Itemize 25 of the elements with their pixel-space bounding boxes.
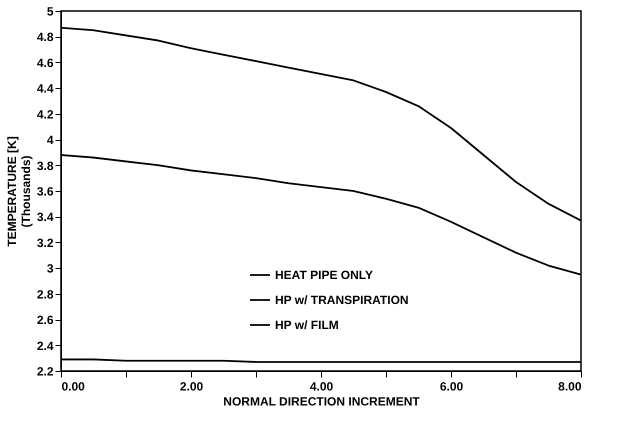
x-tick-label: 6.00 <box>440 380 464 394</box>
y-tick-label: 3.4 <box>36 210 54 224</box>
y-tick-label: 5 <box>46 4 54 18</box>
y-tick-label: 3 <box>46 262 54 276</box>
y-tick-label: 4.8 <box>36 30 54 44</box>
legend-label: HP w/ TRANSPIRATION <box>275 293 409 307</box>
y-tick-label: 2.6 <box>36 313 54 328</box>
x-tick-label: 8.00 <box>558 380 582 394</box>
y-tick-label: 4.6 <box>36 56 54 70</box>
y-tick-label: 4.4 <box>36 82 54 96</box>
y-tick-label: 2.8 <box>36 287 54 302</box>
y-tick-label: 3.8 <box>36 158 54 173</box>
y-tick-label: 3.2 <box>36 236 54 250</box>
x-tick-label: 2.00 <box>180 380 204 394</box>
legend-label: HEAT PIPE ONLY <box>275 268 374 282</box>
y-tick-label: 4 <box>46 133 54 148</box>
legend-label: HP w/ FILM <box>275 318 339 332</box>
y-tick-label: 2.2 <box>36 364 54 378</box>
y-axis-title: TEMPERATURE [K] (Thousands) <box>4 136 33 247</box>
y-tick-label: 2.4 <box>36 338 54 353</box>
x-axis-title: NORMAL DIRECTION INCREMENT <box>223 394 420 408</box>
x-tick-label: 4.00 <box>310 380 334 394</box>
x-tick-label: 0.00 <box>62 380 86 394</box>
y-tick-label: 3.6 <box>36 184 54 198</box>
y-tick-label: 4.2 <box>36 107 54 122</box>
